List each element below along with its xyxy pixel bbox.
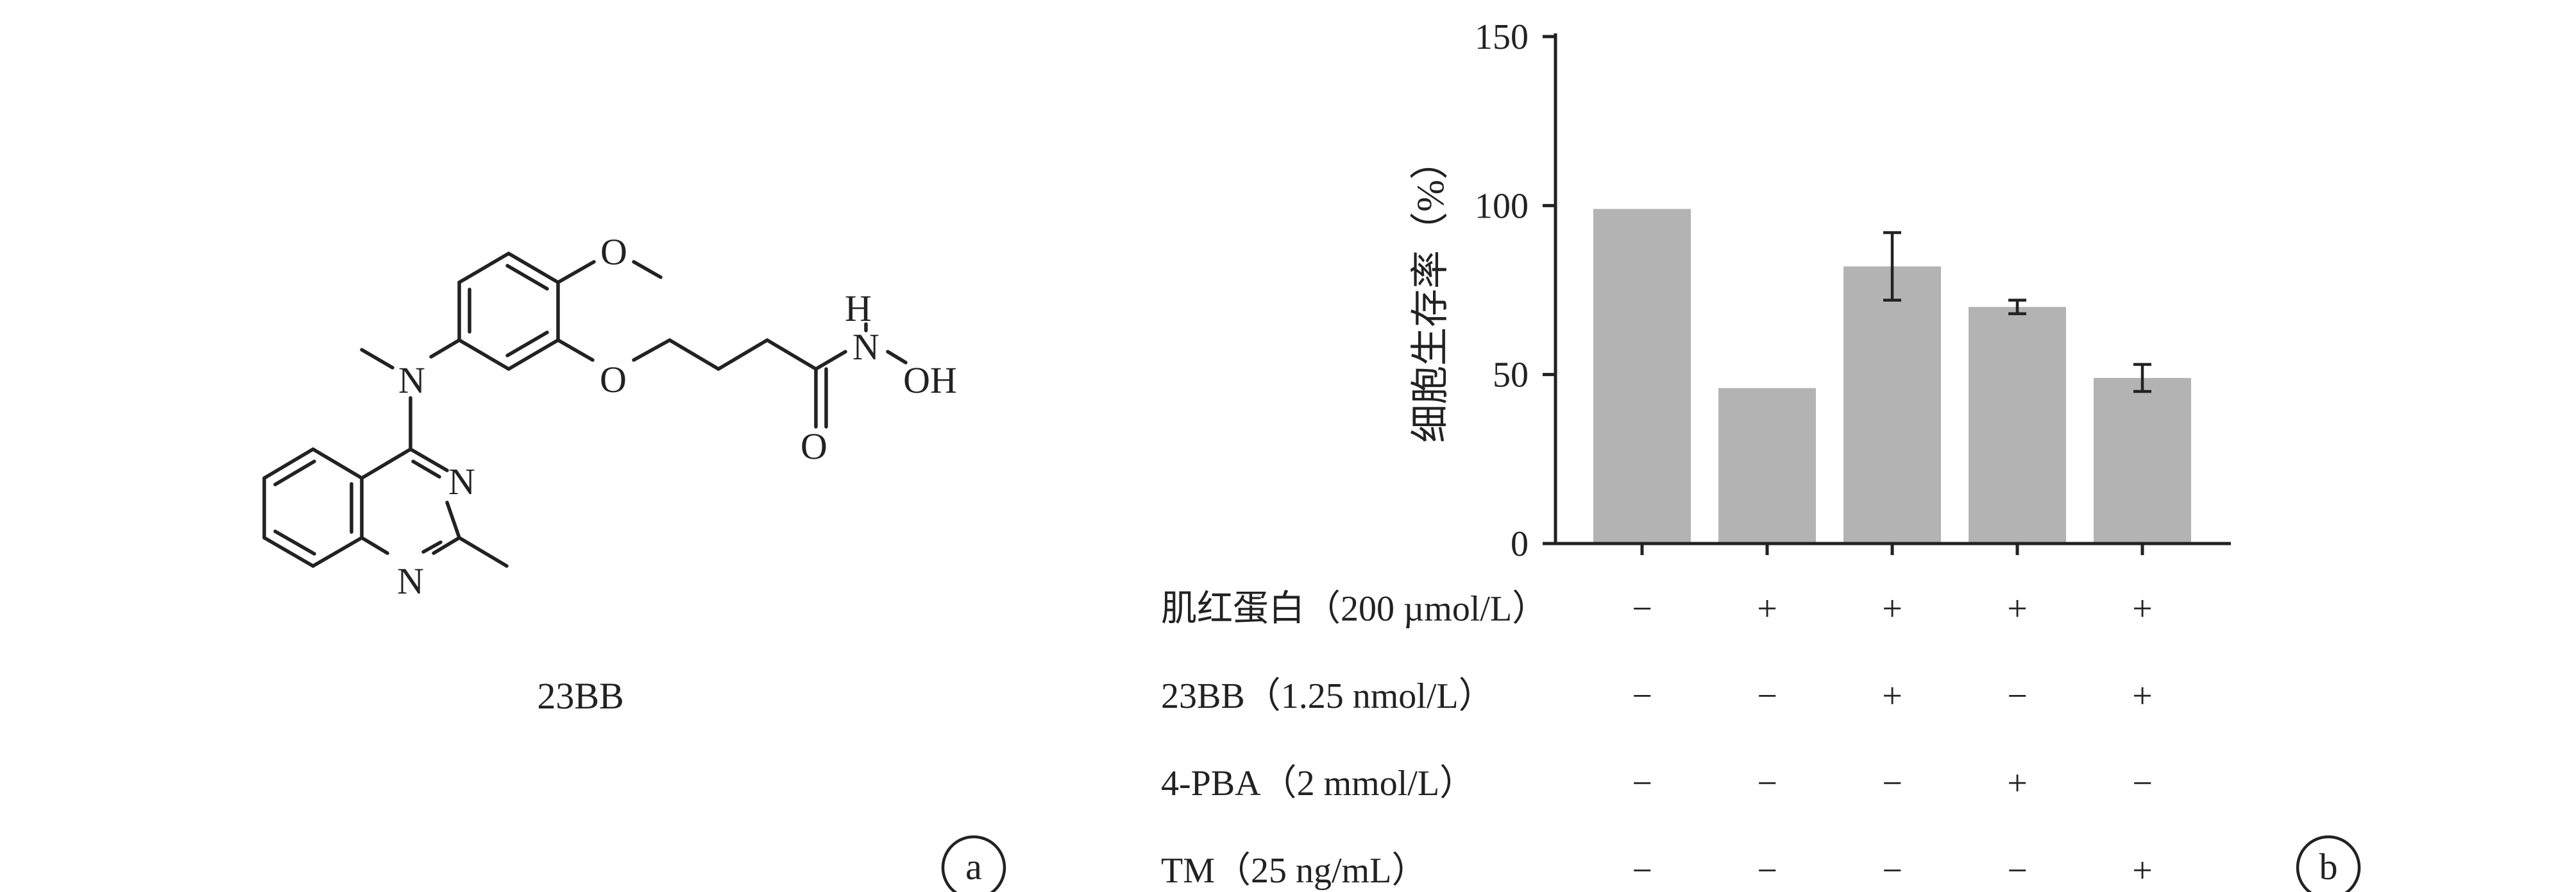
condition-row-4: TM（25 ng/mL） − − − − + bbox=[1161, 851, 2153, 891]
atom-n-ring-1: N bbox=[397, 560, 424, 602]
x-ticks-layer bbox=[1640, 544, 2144, 555]
error-bar-5 bbox=[2133, 363, 2151, 393]
condition-sign: − bbox=[1632, 851, 1652, 891]
bar-3 bbox=[1843, 266, 1941, 544]
y-tick-label-0: 0 bbox=[1511, 524, 1529, 564]
condition-sign: − bbox=[1757, 851, 1777, 891]
condition-sign: − bbox=[1632, 589, 1652, 629]
condition-sign: + bbox=[1757, 589, 1777, 629]
bar-1 bbox=[1593, 209, 1691, 544]
condition-label: TM（25 ng/mL） bbox=[1161, 851, 1427, 891]
condition-sign: − bbox=[1757, 676, 1777, 716]
atom-o-ether: O bbox=[600, 359, 627, 400]
condition-sign: + bbox=[2132, 589, 2153, 629]
condition-sign: − bbox=[2007, 851, 2028, 891]
condition-sign: + bbox=[2007, 589, 2028, 629]
panel-b: 0 50 100 150 细胞生存率（%） 肌红蛋白（200 µmol/L） − + + + +… bbox=[1161, 17, 2361, 892]
bar-4 bbox=[1969, 307, 2066, 544]
bars-layer bbox=[1593, 209, 2191, 544]
condition-label: 肌红蛋白（200 µmol/L） bbox=[1161, 589, 1548, 629]
atom-o-methoxy: O bbox=[600, 231, 627, 273]
condition-sign: + bbox=[1882, 676, 1902, 716]
condition-sign: + bbox=[2132, 676, 2153, 716]
condition-sign: − bbox=[1632, 676, 1652, 716]
panel-a-badge: a bbox=[941, 835, 1006, 892]
condition-sign: + bbox=[2007, 764, 2028, 803]
bar-2 bbox=[1718, 388, 1816, 544]
condition-label: 23BB（1.25 nmol/L） bbox=[1161, 676, 1495, 716]
error-bar-3 bbox=[1883, 231, 1901, 302]
y-tick-label-100: 100 bbox=[1475, 186, 1529, 226]
condition-sign: − bbox=[1882, 851, 1902, 891]
condition-table: 肌红蛋白（200 µmol/L） − + + + +23BB（1.25 nmol/L） − −… bbox=[1161, 589, 2153, 891]
error-bar-4 bbox=[2008, 298, 2026, 316]
y-tick-label-50: 50 bbox=[1493, 356, 1529, 395]
y-ticks-layer: 0 50 100 150 bbox=[1475, 17, 1555, 564]
atom-oh: OH bbox=[903, 359, 957, 401]
condition-sign: + bbox=[2132, 851, 2153, 891]
condition-sign: − bbox=[2132, 764, 2153, 803]
panel-b-letter: b bbox=[2319, 846, 2338, 888]
panel-a-letter: a bbox=[965, 846, 982, 888]
condition-label: 4-PBA（2 mmol/L） bbox=[1161, 764, 1475, 803]
y-axis-title: 细胞生存率（%） bbox=[1409, 141, 1452, 443]
condition-sign: − bbox=[1632, 764, 1652, 803]
condition-row-3: 4-PBA（2 mmol/L） − − − + − bbox=[1161, 764, 2153, 803]
atom-n-hydroxamic: N bbox=[852, 326, 879, 368]
atom-o-carbonyl: O bbox=[801, 425, 827, 467]
compound-label: 23BB bbox=[537, 675, 623, 717]
condition-row-2: 23BB（1.25 nmol/L） − − + − + bbox=[1161, 676, 2153, 716]
bar-5 bbox=[2094, 377, 2191, 544]
atom-n-ring-3: N bbox=[448, 461, 475, 502]
condition-sign: − bbox=[1757, 764, 1777, 803]
structure-23bb-bonds bbox=[262, 252, 908, 568]
error-bars-layer bbox=[1883, 231, 2151, 393]
condition-sign: − bbox=[2007, 676, 2028, 716]
panel-b-badge: b bbox=[2296, 835, 2361, 892]
condition-sign: − bbox=[1882, 764, 1902, 803]
panel-a: O N O H N OH O N N 23BB a bbox=[262, 231, 1006, 892]
atom-h-hydroxamic: H bbox=[845, 287, 872, 329]
condition-sign: + bbox=[1882, 589, 1902, 629]
y-tick-label-150: 150 bbox=[1475, 17, 1529, 57]
condition-row-1: 肌红蛋白（200 µmol/L） − + + + + bbox=[1161, 589, 2153, 629]
atom-n-amine: N bbox=[398, 359, 425, 401]
